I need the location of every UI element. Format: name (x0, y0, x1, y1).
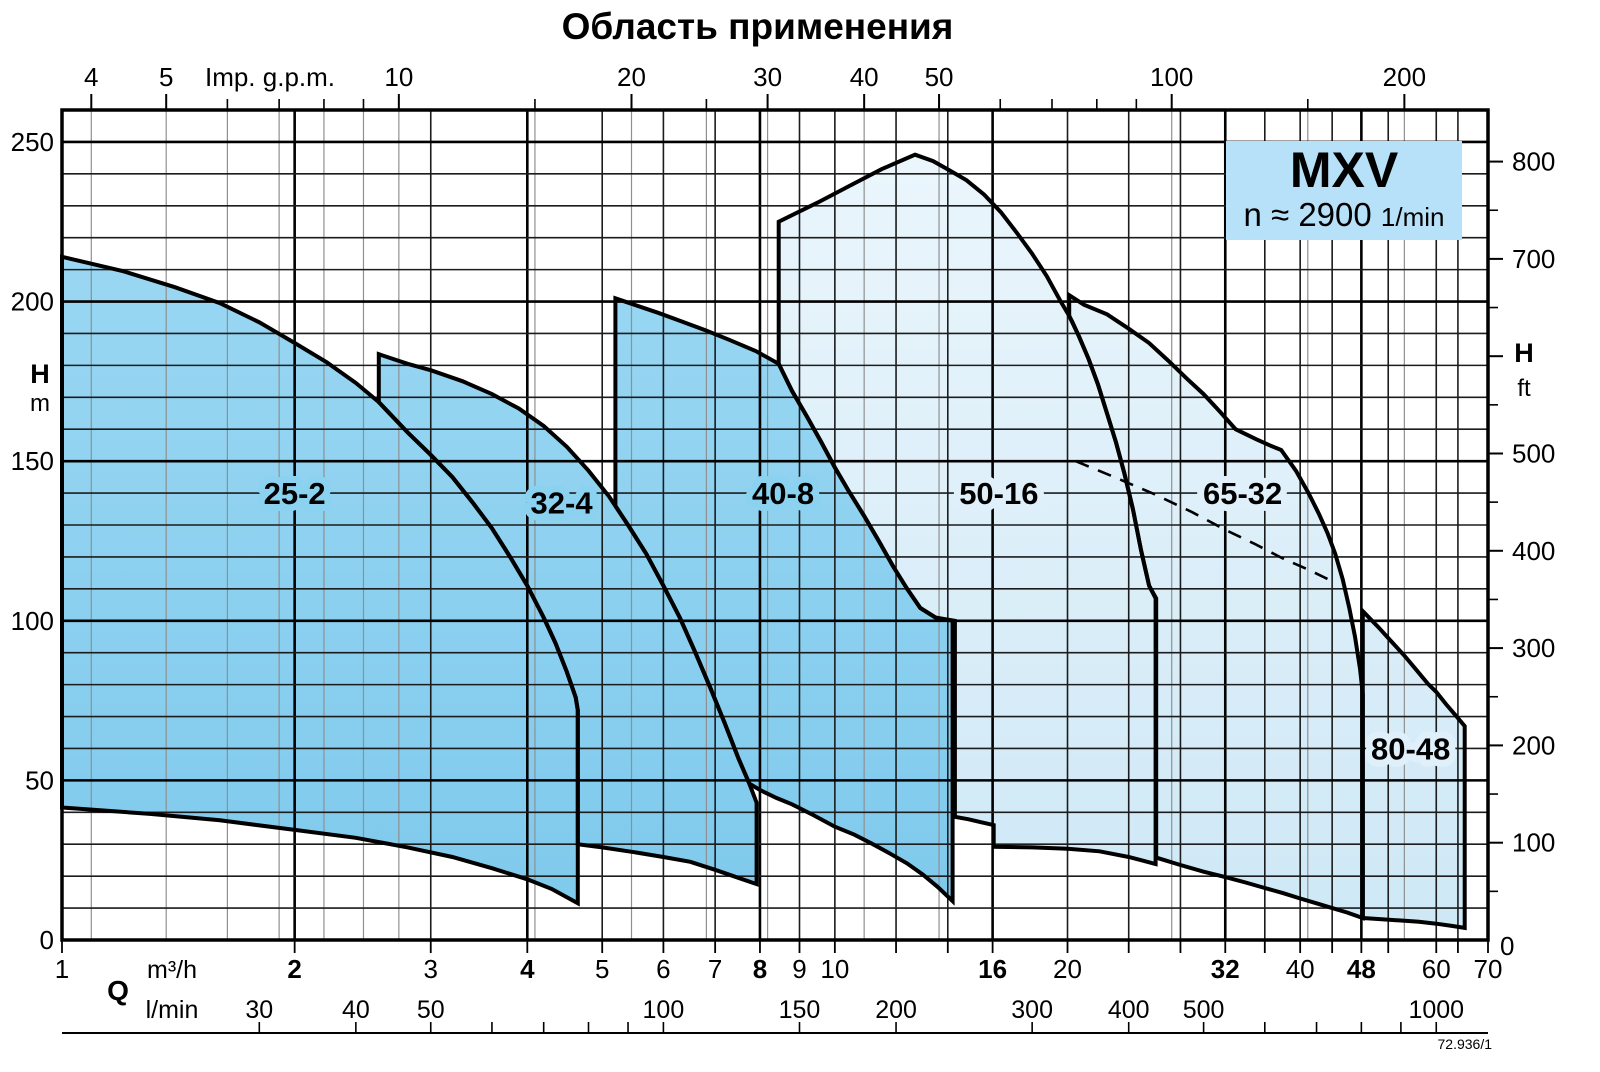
tick-label-bottom-m3h: 1 (55, 954, 69, 984)
tick-label-top-gpm: 4 (84, 62, 98, 92)
tick-label-lmin: 1000 (1408, 996, 1464, 1024)
dashed-limit-line (1075, 459, 1329, 581)
legend-box: MXV n ≈ 2900 1/min (1226, 141, 1462, 240)
tick-label-bottom-m3h: 10 (820, 954, 849, 984)
region-label-50-16: 50-16 (959, 476, 1038, 511)
tick-label-lmin: 40 (342, 996, 370, 1024)
axis-unit-m: m (30, 390, 50, 417)
tick-label-lmin: 400 (1108, 996, 1150, 1024)
region-80-48-outline (1360, 606, 1467, 931)
tick-label-left-m: 150 (11, 446, 54, 476)
tick-label-bottom-m3h: 4 (520, 954, 535, 984)
tick-label-lmin: 50 (417, 996, 445, 1024)
legend-speed-label: n ≈ 2900 1/min (1226, 197, 1462, 235)
tick-label-bottom-m3h: 20 (1053, 954, 1082, 984)
tick-label-bottom-m3h: 16 (978, 954, 1007, 984)
tick-label-top-gpm: 10 (384, 62, 413, 92)
region-32-4-outline (376, 351, 759, 887)
tick-label-left-m: 200 (11, 287, 54, 317)
page-title: Область применения (561, 6, 954, 47)
axis-label-m3h: m³/h (147, 956, 197, 984)
tick-label-top-gpm: 100 (1150, 62, 1193, 92)
tick-label-top-gpm: 5 (159, 62, 173, 92)
tick-label-left-m: 100 (11, 606, 54, 636)
tick-label-right-ft: 800 (1512, 147, 1555, 177)
region-outlines (60, 152, 1467, 931)
axis-label-h-left: H (30, 359, 50, 389)
region-32-4-fill (378, 354, 757, 885)
legend-model-label: MXV (1289, 142, 1399, 198)
tick-label-lmin: 200 (875, 996, 917, 1024)
tick-label-left-m: 0 (40, 925, 54, 955)
axis-right-ft: 100 200 300 400 500 700 800 0 Hft (1488, 147, 1555, 961)
region-25-2-fill (62, 256, 578, 904)
tick-label-left-m: 250 (11, 127, 54, 157)
tick-label-bottom-m3h: 32 (1211, 954, 1240, 984)
tick-label-bottom-m3h: 60 (1422, 954, 1451, 984)
plot-border (60, 108, 1490, 942)
tick-label-lmin: 100 (643, 996, 685, 1024)
tick-label-top-gpm: 40 (850, 62, 879, 92)
tick-label-lmin: 300 (1011, 996, 1053, 1024)
tick-label-lmin: 500 (1183, 996, 1225, 1024)
tick-label-right-ft: 300 (1512, 633, 1555, 663)
axis-left-m: 0 50 100 150 200 250 Hm (11, 127, 54, 955)
tick-label-bottom-m3h: 5 (595, 954, 609, 984)
axis-label-gpm: Imp. g.p.m. (205, 62, 335, 92)
region-label-40-8: 40-8 (752, 476, 814, 511)
tick-label-bottom-m3h: 3 (424, 954, 438, 984)
tick-label-right-ft: 200 (1512, 730, 1555, 760)
tick-label-top-gpm: 20 (617, 62, 646, 92)
tick-label-bottom-m3h: 40 (1286, 954, 1315, 984)
axis-top-gpm: 4 5 10 20 30 40 50 100 200 Imp. g.p.m. (84, 62, 1426, 110)
tick-label-right-ft: 100 (1512, 828, 1555, 858)
tick-label-bottom-m3h: 2 (287, 954, 301, 984)
tick-label-right-ft-zero: 0 (1500, 931, 1514, 961)
axis-bottom-m3h: 1 2 3 4 5 6 7 8 9 10 16 20 32 40 48 60 70 Qm³/h (55, 940, 1503, 1006)
tick-label-bottom-m3h: 70 (1474, 954, 1503, 984)
tick-label-top-gpm: 50 (925, 62, 954, 92)
tick-label-right-ft: 700 (1512, 244, 1555, 274)
region-40-8-outline (613, 295, 955, 906)
region-50-16-fill (778, 154, 1156, 864)
axis-label-lmin: l/min (146, 996, 199, 1024)
axis-label-h-right: H (1514, 338, 1534, 368)
drawing-number: 72.936/1 (1437, 1036, 1493, 1052)
axis-unit-ft: ft (1517, 375, 1531, 402)
tick-label-bottom-m3h: 9 (792, 954, 806, 984)
tick-label-top-gpm: 30 (753, 62, 782, 92)
axis-bottom-lmin: 30 40 50 100 150 200 300 400 500 1000 l/min (62, 996, 1488, 1034)
region-fills (62, 154, 1465, 928)
region-65-32-fill (1069, 295, 1363, 918)
region-label-65-32: 65-32 (1203, 476, 1282, 511)
tick-label-bottom-m3h: 6 (656, 954, 670, 984)
region-80-48-fill (1362, 611, 1465, 928)
plot-grid (62, 110, 1488, 940)
tick-label-lmin: 150 (779, 996, 821, 1024)
region-label-80-48: 80-48 (1371, 731, 1450, 766)
tick-label-bottom-m3h: 7 (708, 954, 722, 984)
region-label-25-2: 25-2 (264, 476, 326, 511)
tick-label-left-m: 50 (25, 765, 54, 795)
tick-label-right-ft: 400 (1512, 536, 1555, 566)
region-40-8-fill (615, 298, 953, 902)
tick-label-lmin: 30 (245, 996, 273, 1024)
legend-speed-value: n ≈ 2900 (1243, 196, 1372, 233)
tick-label-bottom-m3h: 48 (1347, 954, 1376, 984)
legend-speed-unit: 1/min (1380, 202, 1445, 232)
tick-label-bottom-m3h: 8 (753, 954, 767, 984)
axis-symbol-q: Q (107, 975, 129, 1006)
region-label-32-4: 32-4 (531, 486, 594, 521)
tick-label-right-ft: 500 (1512, 438, 1555, 468)
region-labels: 25-2 32-4 40-8 50-16 65-32 80-48 (257, 469, 1458, 773)
tick-label-top-gpm: 200 (1383, 62, 1426, 92)
